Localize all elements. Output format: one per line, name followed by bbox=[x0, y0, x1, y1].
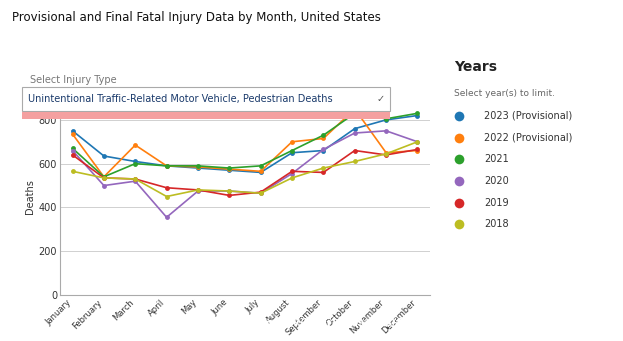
Text: Years: Years bbox=[454, 60, 497, 74]
Text: 2022 (Provisional): 2022 (Provisional) bbox=[484, 133, 573, 143]
Text: Select Injury Type: Select Injury Type bbox=[30, 75, 117, 85]
Text: Unintentional Traffic-Related Motor Vehicle, Pedestrian Deaths: Unintentional Traffic-Related Motor Vehi… bbox=[28, 94, 333, 104]
Text: 2021: 2021 bbox=[484, 154, 508, 164]
Text: ✓: ✓ bbox=[377, 94, 385, 104]
Y-axis label: Deaths: Deaths bbox=[24, 179, 34, 214]
Text: Provisional and Final Fatal Injury Data by Month, United States: Provisional and Final Fatal Injury Data … bbox=[12, 11, 381, 24]
Text: 2023 (Provisional): 2023 (Provisional) bbox=[484, 111, 572, 121]
Text: Source: https://www.cdc.gov/injury/wisqars/fatal/trends.html: Source: https://www.cdc.gov/injury/wisqa… bbox=[120, 318, 503, 328]
Bar bbox=[22, 112, 390, 119]
Text: 2018: 2018 bbox=[484, 219, 508, 229]
Text: Select year(s) to limit.: Select year(s) to limit. bbox=[454, 89, 555, 98]
Bar bbox=[22, 87, 390, 111]
Text: 2019: 2019 bbox=[484, 198, 508, 208]
Text: 2020: 2020 bbox=[484, 176, 508, 186]
